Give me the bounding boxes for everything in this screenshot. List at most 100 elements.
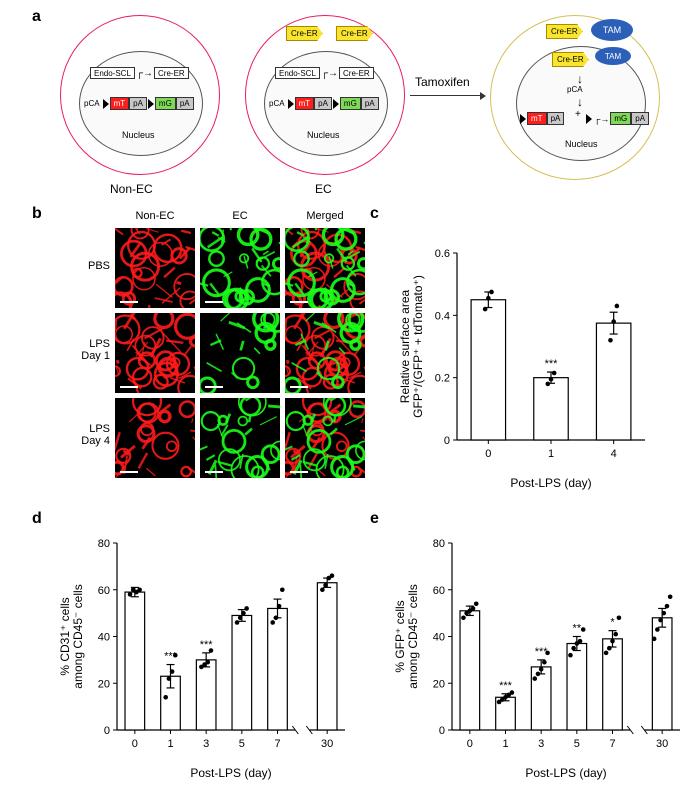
panel-label-e: e [370,510,379,528]
loxp-icon [103,99,109,109]
micrograph [285,228,365,308]
pa-box: pA [314,97,332,110]
micrograph [200,228,280,308]
svg-text:**: ** [573,623,582,635]
svg-text:0: 0 [485,448,491,460]
mt-box: mT [295,97,315,110]
nucleus-non-ec: Endo-SCL ┌→ Cre-ER pCA mT pA mG pA Nucle… [79,51,203,156]
cre-er-protein: Cre-ER [336,26,373,41]
svg-text:***: *** [164,651,178,663]
pa-box: pA [631,112,649,125]
svg-text:Post-LPS (day): Post-LPS (day) [190,766,271,780]
chart-d: 02040608001***3***5730Post-LPS (day)% CD… [55,525,355,785]
tam-ellipse: TAM [595,47,631,65]
pca-label: pCA [567,85,583,94]
col-header-ec: EC [200,210,280,222]
loxp-icon [148,99,154,109]
cell-label-ec: EC [315,182,332,196]
micrograph [115,228,195,308]
mg-box: mG [340,97,361,110]
svg-text:60: 60 [433,585,445,597]
nucleus-label: Nucleus [122,130,155,140]
cre-er-protein: Cre-ER [286,26,323,41]
row-label-lps-d4: LPS Day 4 [55,423,110,447]
mg-box: mG [155,97,176,110]
svg-text:% CD31⁺ cells: % CD31⁺ cells [58,597,72,675]
promoter-arrow-icon: ┌→ [136,68,153,79]
svg-text:5: 5 [574,738,580,750]
cre-er-box: Cre-ER [154,67,189,79]
nucleus-label: Nucleus [307,130,340,140]
micrograph [115,398,195,478]
nucleus-label: Nucleus [565,139,598,149]
pca-label: pCA [84,99,100,108]
svg-text:among CD45⁻ cells: among CD45⁻ cells [406,584,420,688]
endo-scl-row-2: Endo-SCL ┌→ Cre-ER [275,67,374,79]
svg-text:0: 0 [132,738,138,750]
panel-label-b: b [32,205,42,223]
chart-c: 00.20.40.601***4Post-LPS (day)Relative s… [395,235,655,495]
svg-text:0: 0 [444,435,450,447]
svg-text:40: 40 [433,632,445,644]
cre-er-protein: Cre-ER [546,24,583,39]
pa-box: pA [176,97,194,110]
svg-text:Relative surface area: Relative surface area [398,289,412,403]
svg-text:7: 7 [274,738,280,750]
cell-post-tam: Cre-ER TAM Cre-ER TAM ↓ pCA ↓ mT pA + ┌→… [490,15,660,180]
svg-text:***: *** [535,646,549,658]
row-label-lps-d1: LPS Day 1 [55,338,110,362]
cell-label-non-ec: Non-EC [110,182,153,196]
svg-text:3: 3 [538,738,544,750]
svg-text:Post-LPS (day): Post-LPS (day) [510,476,591,490]
nucleus-ec: Endo-SCL ┌→ Cre-ER pCA mT pA mG pA Nucle… [264,51,388,156]
cell-non-ec: Endo-SCL ┌→ Cre-ER pCA mT pA mG pA Nucle… [60,15,220,175]
svg-text:Post-LPS (day): Post-LPS (day) [525,766,606,780]
tamoxifen-label: Tamoxifen [415,75,470,89]
excised-mt-row: mT pA [519,112,564,125]
svg-text:0.4: 0.4 [435,310,450,322]
svg-text:30: 30 [321,738,333,750]
svg-text:3: 3 [203,738,209,750]
tam-ellipse: TAM [591,19,633,41]
mt-box: mT [110,97,130,110]
cre-er-protein: Cre-ER [552,52,589,67]
svg-text:40: 40 [98,632,110,644]
svg-text:60: 60 [98,585,110,597]
reporter-row-2: pCA mT pA mG pA [269,97,379,110]
mg-box: mG [610,112,631,125]
svg-text:1: 1 [167,738,173,750]
svg-text:*: * [610,617,615,629]
chart-e: 02040608001***3***5**7*30Post-LPS (day)%… [390,525,685,785]
svg-text:0.6: 0.6 [435,248,450,260]
svg-text:80: 80 [98,538,110,550]
svg-text:% GFP⁺ cells: % GFP⁺ cells [393,600,407,672]
micrograph [200,398,280,478]
panel-label-a: a [32,8,41,26]
svg-text:among CD45⁻ cells: among CD45⁻ cells [71,584,85,688]
pa-box: pA [361,97,379,110]
plus-label: + [575,109,581,120]
pa-box: pA [129,97,147,110]
svg-text:***: *** [499,680,513,692]
svg-text:1: 1 [502,738,508,750]
row-label-pbs: PBS [55,260,110,272]
reporter-row-1: pCA mT pA mG pA [84,97,194,110]
pca-label: pCA [269,99,285,108]
svg-text:30: 30 [656,738,668,750]
promoter-arrow-icon: ┌→ [321,68,338,79]
nucleus-post-tam: Cre-ER TAM ↓ pCA ↓ mT pA + ┌→ mG pA Nucl… [516,46,646,161]
promoter-arrow-icon: ┌→ [594,114,609,124]
loxp-icon [333,99,339,109]
svg-text:GFP⁺/(GFP⁺ + tdTomato⁺): GFP⁺/(GFP⁺ + tdTomato⁺) [411,275,425,418]
panel-label-d: d [32,510,42,528]
micrograph [115,313,195,393]
svg-text:20: 20 [98,678,110,690]
svg-text:20: 20 [433,678,445,690]
svg-text:4: 4 [611,448,617,460]
svg-text:1: 1 [548,448,554,460]
col-header-non-ec: Non-EC [115,210,195,222]
micrograph [285,313,365,393]
endo-scl-box: Endo-SCL [90,67,135,79]
endo-scl-row-1: Endo-SCL ┌→ Cre-ER [90,67,189,79]
micrograph [200,313,280,393]
